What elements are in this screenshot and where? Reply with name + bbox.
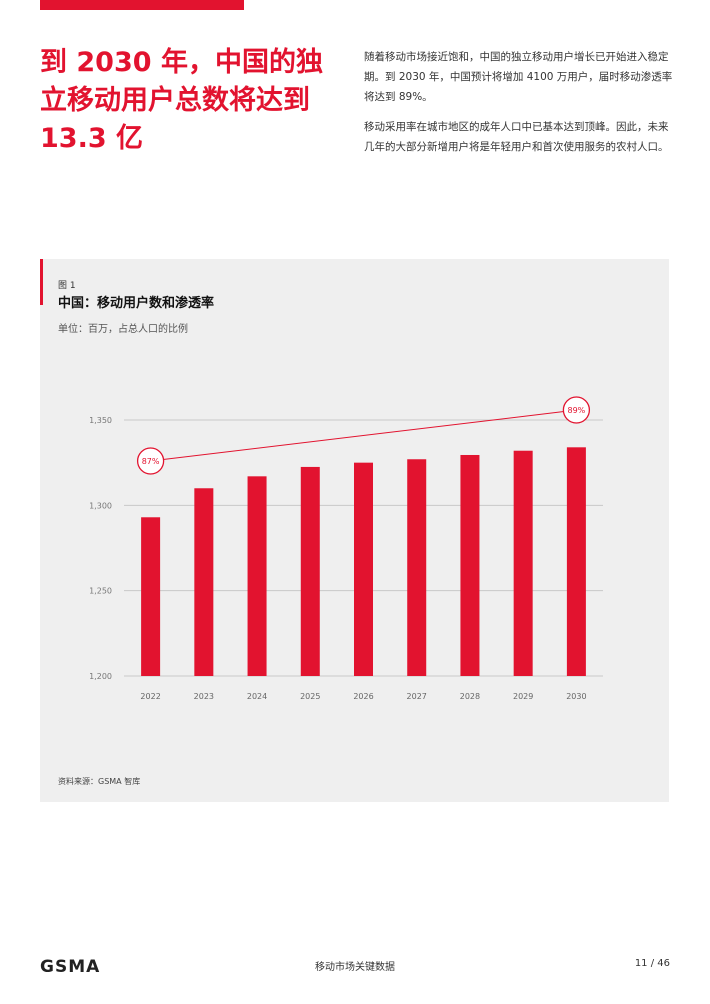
panel-accent-bar [40,259,43,305]
page-number: 11 / 46 [634,958,670,969]
bar [566,447,586,676]
chart-source: 资料来源：GSMA 智库 [58,777,141,786]
bar [141,517,161,676]
figure-label: 图 1 [58,281,76,291]
chart-panel: 图 1 中国：移动用户数和渗透率 单位：百万，占总人口的比例 1,200 1,25… [40,259,669,802]
y-tick-label: 1,300 [89,501,112,510]
x-tick-label: 2025 [300,692,320,701]
y-tick-label: 1,350 [89,416,112,425]
y-tick-label: 1,200 [89,672,112,681]
x-tick-label: 2029 [513,692,533,701]
bar [247,476,267,676]
chart-title: 中国：移动用户数和渗透率 [58,296,215,311]
bar-chart: 1,200 1,250 1,300 1,350 2022 2023 2024 2025 2026… [89,396,603,701]
bar [460,454,480,676]
x-tick-label: 2027 [407,692,427,701]
bar [354,462,373,676]
penetration-marker [136,447,165,475]
x-tick-label: 2024 [247,692,267,701]
intro-text: 随着移动市场接近饱和，中国的独立移动用户增长已开始进入稳定期。到 2030 年，… [364,47,674,167]
page-headline: 到 2030 年，中国的独立移动用户总数将达到 13.3 亿 [40,47,323,154]
top-accent-bar [40,0,244,10]
penetration-label: 87% [142,457,160,466]
penetration-label: 89% [567,406,585,415]
bar [407,459,427,676]
footer-section-title: 移动市场关键数据 [315,962,395,973]
bar [300,466,320,676]
intro-paragraph-1: 随着移动市场接近饱和，中国的独立移动用户增长已开始进入稳定期。到 2030 年，… [364,51,673,103]
x-tick-label: 2030 [566,692,586,701]
gsma-logo: GSMA [40,957,101,977]
bar [513,450,533,676]
y-tick-label: 1,250 [89,587,112,596]
x-tick-label: 2028 [460,692,480,701]
x-tick-label: 2023 [194,692,214,701]
penetration-marker [562,396,591,424]
penetration-line [150,409,577,462]
chart-subtitle: 单位：百万，占总人口的比例 [58,324,188,335]
intro-paragraph-2: 移动采用率在城市地区的成年人口中已基本达到顶峰。因此，未来几年的大部分新增用户将… [364,121,669,153]
x-tick-label: 2022 [140,692,160,701]
x-tick-label: 2026 [353,692,373,701]
bar [194,488,214,676]
